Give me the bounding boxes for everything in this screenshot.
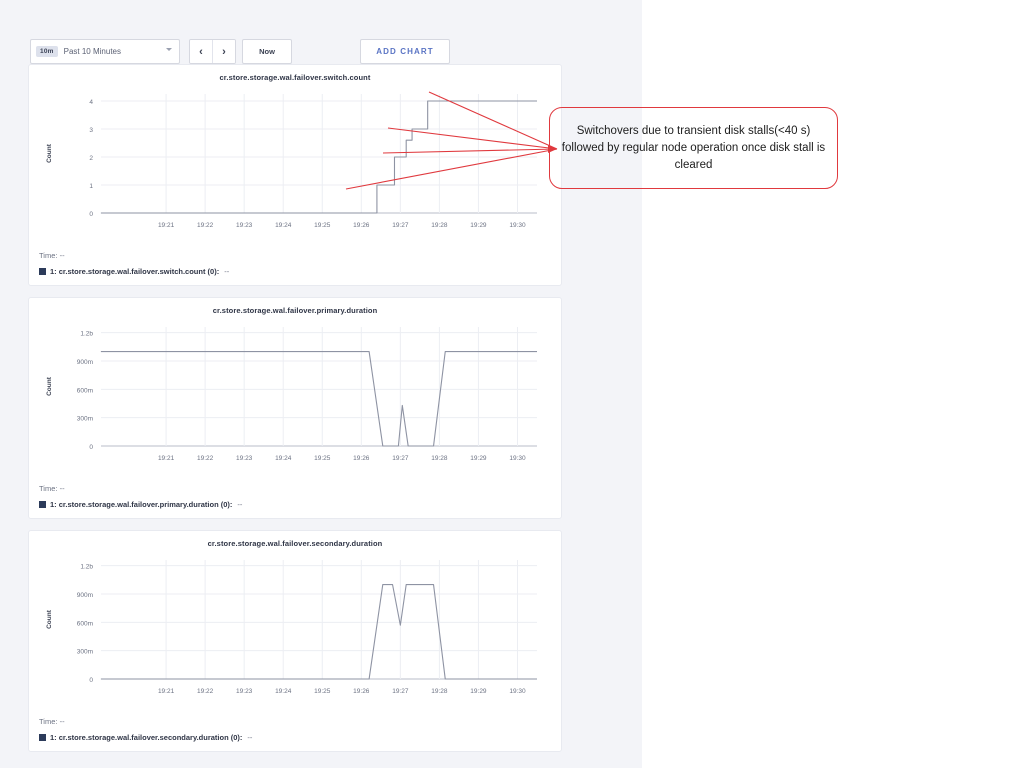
series-line [100,584,537,680]
y-tick-label: 300m [77,649,93,656]
x-tick-label: 19:29 [470,688,487,695]
x-tick-label: 19:28 [431,222,448,229]
x-tick-label: 19:22 [197,222,214,229]
now-button[interactable]: Now [242,39,292,64]
chart-title: cr.store.storage.wal.failover.secondary.… [207,539,383,548]
legend-value: -- [237,500,243,509]
x-tick-label: 19:22 [197,688,214,695]
time-range-badge: 10m [36,46,58,57]
next-range-button[interactable]: › [212,40,235,63]
x-tick-label: 19:29 [470,455,487,462]
y-tick-label: 0 [89,677,93,684]
x-tick-label: 19:25 [314,455,331,462]
y-tick-label: 0 [89,444,93,451]
y-axis-label: Count [46,609,53,629]
x-tick-label: 19:27 [392,222,409,229]
x-tick-label: 19:21 [158,455,175,462]
x-tick-label: 19:21 [158,688,175,695]
chart-footer: Time: -- 1: cr.store.storage.wal.failove… [29,480,561,509]
time-value: -- [59,484,65,493]
add-chart-button[interactable]: ADD CHART [360,39,450,64]
time-prefix-label: Time: [39,484,58,493]
x-tick-label: 19:22 [197,455,214,462]
y-tick-label: 2 [89,155,93,162]
time-nav-group: ‹ › [189,39,236,64]
x-tick-label: 19:29 [470,222,487,229]
x-tick-label: 19:24 [275,455,292,462]
time-value: -- [59,251,65,260]
y-tick-label: 4 [89,99,93,106]
x-tick-label: 19:24 [275,222,292,229]
chart-plot[interactable]: 0 300m 600m 900m 1.2b 19:21 19:22 19:23 19:24 19:… [29,315,561,480]
time-prefix-label: Time: [39,717,58,726]
x-tick-label: 19:27 [392,688,409,695]
y-tick-label: 600m [77,620,93,627]
time-prefix-label: Time: [39,251,58,260]
time-value: -- [59,717,65,726]
x-tick-label: 19:25 [314,688,331,695]
chart-time-readout: Time: -- [39,717,561,726]
x-tick-label: 19:28 [431,688,448,695]
chart-legend-row[interactable]: 1: cr.store.storage.wal.failover.seconda… [39,733,561,742]
chart-plot[interactable]: 0 1 2 3 4 19:21 19:22 19:23 19:24 19:25 19:26 19:27… [29,82,561,247]
x-tick-label: 19:23 [236,688,253,695]
legend-value: -- [224,267,230,276]
x-tick-label: 19:28 [431,455,448,462]
chart-time-readout: Time: -- [39,251,561,260]
legend-value: -- [247,733,253,742]
chart-title: cr.store.storage.wal.failover.primary.du… [212,306,378,315]
legend-swatch-icon [39,268,46,275]
chart-legend-row[interactable]: 1: cr.store.storage.wal.failover.primary… [39,500,561,509]
legend-label: 1: cr.store.storage.wal.failover.switch.… [50,267,220,276]
x-tick-label: 19:26 [353,222,370,229]
y-tick-label: 900m [77,592,93,599]
x-tick-label: 19:30 [509,688,526,695]
time-range-select[interactable]: 10m Past 10 Minutes [30,39,180,64]
x-tick-label: 19:27 [392,455,409,462]
legend-label: 1: cr.store.storage.wal.failover.primary… [50,500,233,509]
y-tick-label: 900m [77,359,93,366]
y-tick-label: 1 [89,183,93,190]
x-tick-label: 19:25 [314,222,331,229]
x-tick-label: 19:30 [509,455,526,462]
chart-plot[interactable]: 0 300m 600m 900m 1.2b 19:21 19:22 19:23 19:24 19:… [29,548,561,713]
chart-title: cr.store.storage.wal.failover.switch.cou… [219,73,371,82]
x-tick-label: 19:24 [275,688,292,695]
y-tick-label: 1.2b [80,331,93,338]
y-tick-label: 600m [77,387,93,394]
chart-svg: 0 300m 600m 900m 1.2b 19:21 19:22 19:23 19:24 19:… [46,327,537,462]
chart-card[interactable]: cr.store.storage.wal.failover.secondary.… [28,530,562,752]
prev-range-button[interactable]: ‹ [190,40,212,63]
chart-footer: Time: -- 1: cr.store.storage.wal.failove… [29,713,561,742]
chart-time-readout: Time: -- [39,484,561,493]
legend-swatch-icon [39,734,46,741]
chart-footer: Time: -- 1: cr.store.storage.wal.failove… [29,247,561,276]
chevron-down-icon [166,48,172,51]
y-axis-label: Count [46,143,53,163]
x-tick-label: 19:30 [509,222,526,229]
y-axis-label: Count [46,376,53,396]
y-tick-label: 300m [77,416,93,423]
y-tick-label: 1.2b [80,564,93,571]
chart-legend-row[interactable]: 1: cr.store.storage.wal.failover.switch.… [39,267,561,276]
chart-svg: 0 300m 600m 900m 1.2b 19:21 19:22 19:23 19:24 19:… [46,560,537,695]
x-tick-label: 19:23 [236,222,253,229]
series-line [100,351,537,447]
x-tick-label: 19:23 [236,455,253,462]
x-tick-label: 19:26 [353,455,370,462]
x-tick-label: 19:26 [353,688,370,695]
x-tick-label: 19:21 [158,222,175,229]
y-tick-label: 3 [89,127,93,134]
legend-swatch-icon [39,501,46,508]
chart-svg: 0 1 2 3 4 19:21 19:22 19:23 19:24 19:25 19:26 19:27… [46,94,537,229]
dashboard-toolbar: 10m Past 10 Minutes ‹ › Now ADD CHART [30,39,450,64]
y-tick-label: 0 [89,211,93,218]
time-range-label: Past 10 Minutes [63,47,121,56]
legend-label: 1: cr.store.storage.wal.failover.seconda… [50,733,243,742]
chart-card[interactable]: cr.store.storage.wal.failover.primary.du… [28,297,562,519]
chart-card[interactable]: cr.store.storage.wal.failover.switch.cou… [28,64,562,286]
